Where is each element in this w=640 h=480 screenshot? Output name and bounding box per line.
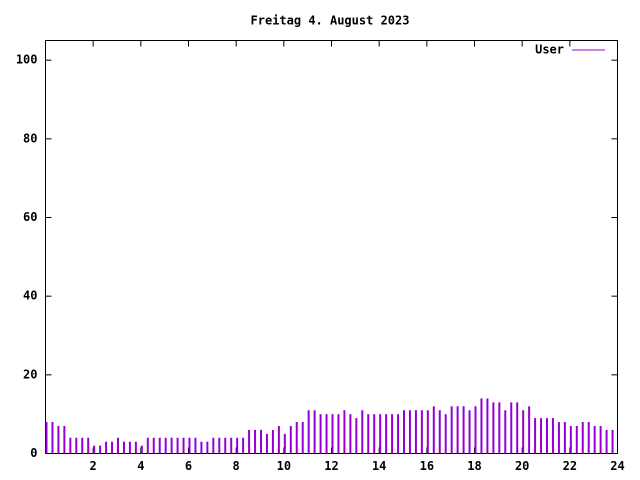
chart-title: Freitag 4. August 2023 xyxy=(251,14,410,28)
y-tick-label: 20 xyxy=(23,367,37,381)
x-tick-label: 10 xyxy=(277,459,291,473)
x-tick-label: 8 xyxy=(233,459,240,473)
x-tick-label: 4 xyxy=(137,459,144,473)
x-tick-label: 2 xyxy=(90,459,97,473)
y-tick-label: 60 xyxy=(23,210,37,224)
y-tick-label: 0 xyxy=(30,446,37,460)
y-tick-label: 40 xyxy=(23,289,37,303)
x-tick-label: 18 xyxy=(467,459,481,473)
y-tick-label: 100 xyxy=(16,53,38,67)
x-tick-label: 20 xyxy=(515,459,529,473)
x-tick-label: 12 xyxy=(324,459,338,473)
x-tick-label: 24 xyxy=(610,459,624,473)
x-tick-label: 22 xyxy=(563,459,577,473)
x-tick-label: 14 xyxy=(372,459,386,473)
x-tick-label: 16 xyxy=(420,459,434,473)
y-tick-label: 80 xyxy=(23,131,37,145)
x-tick-label: 6 xyxy=(185,459,192,473)
legend-label: User xyxy=(535,43,564,57)
